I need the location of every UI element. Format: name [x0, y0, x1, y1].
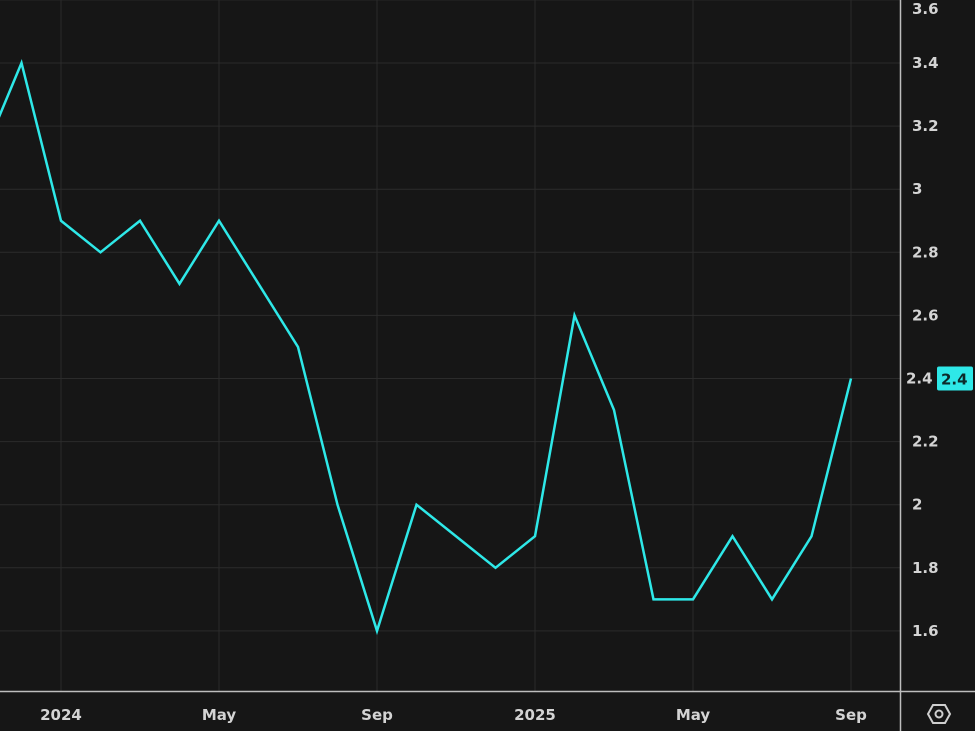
y-tick-label: 1.8	[912, 559, 939, 577]
y-tick-label: 1.6	[912, 622, 939, 640]
x-tick-label: May	[202, 706, 237, 724]
x-tick-label: Sep	[361, 706, 393, 724]
y-tick-label: 2	[912, 496, 922, 514]
x-tick-label: 2025	[514, 706, 556, 724]
y-tick-label: 3.6	[912, 0, 939, 18]
series-line	[0, 59, 853, 636]
y-tick-label: 2.6	[912, 306, 939, 324]
x-tick-label: Sep	[835, 706, 867, 724]
x-tick-label: May	[676, 706, 711, 724]
y-tick-label: 3.2	[912, 117, 939, 135]
y-tick-label: 2.2	[912, 433, 939, 451]
settings-icon[interactable]	[926, 701, 952, 727]
y-tick-label: 3	[912, 180, 922, 198]
last-value-label: 2.4	[941, 371, 968, 389]
y-tick-label: 3.4	[912, 54, 939, 72]
y-tick-label: 2.4	[906, 370, 933, 388]
y-tick-label: 2.8	[912, 243, 939, 261]
last-value-badge	[937, 366, 973, 391]
x-tick-label: 2024	[40, 706, 82, 724]
